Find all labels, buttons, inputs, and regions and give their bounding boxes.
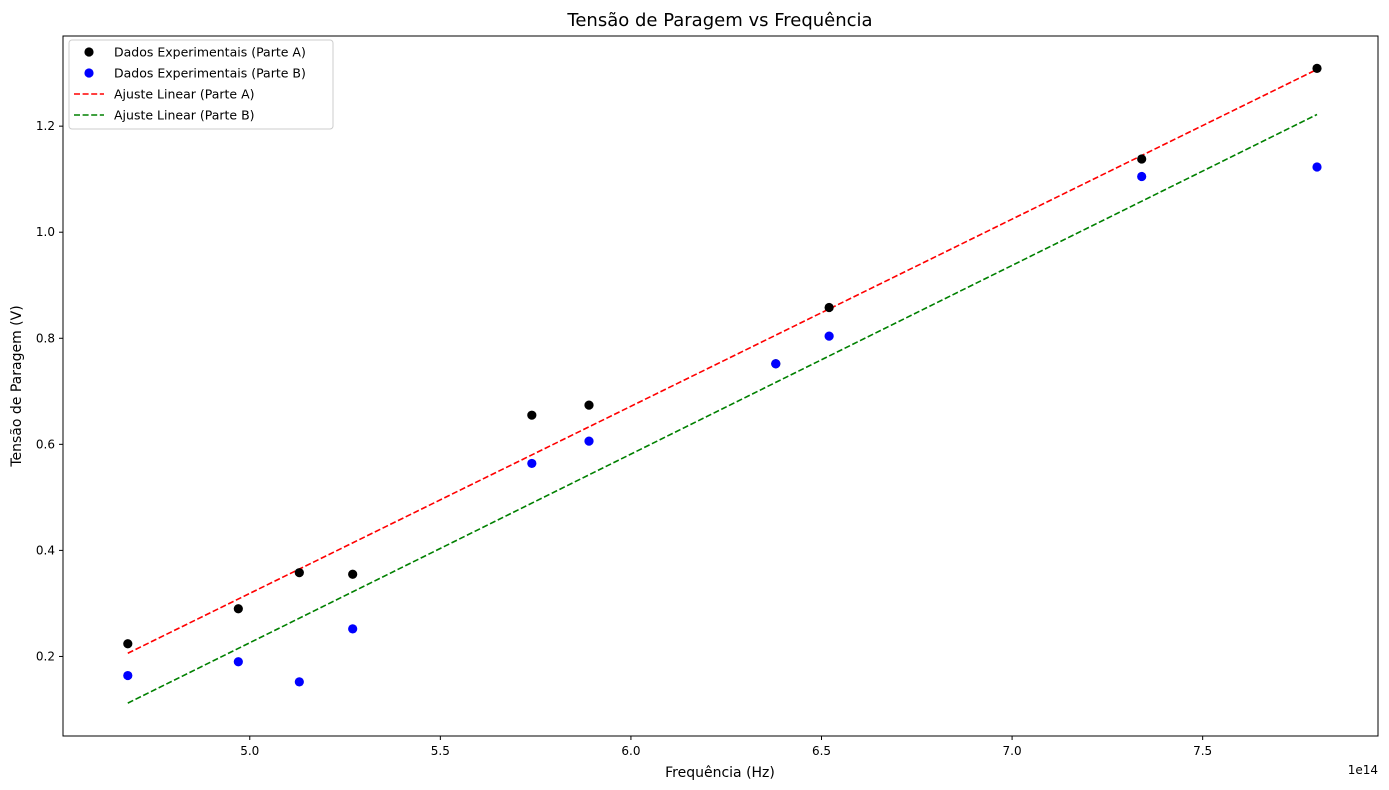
- x-tick-label: 5.5: [431, 744, 450, 758]
- x-tick-label: 7.0: [1003, 744, 1022, 758]
- data-point-s1-2: [294, 677, 304, 687]
- plot-frame: [62, 35, 1379, 737]
- y-axis-label: Tensão de Paragem (V): [9, 305, 25, 467]
- x-axis-label: Frequência (Hz): [665, 765, 775, 781]
- data-point-s0-4: [527, 410, 537, 420]
- data-point-s0-9: [1312, 63, 1322, 73]
- legend-box: [68, 39, 334, 130]
- y-tick-label: 0.6: [36, 437, 55, 451]
- data-point-s0-0: [123, 639, 133, 649]
- data-point-s0-7: [824, 302, 834, 313]
- data-point-s1-7: [824, 331, 834, 341]
- y-tick-label: 1.2: [36, 119, 55, 133]
- data-point-s1-4: [527, 458, 537, 469]
- data-point-s0-2: [294, 568, 304, 578]
- data-point-s0-8: [1137, 154, 1147, 164]
- data-point-s1-9: [1312, 162, 1322, 172]
- data-point-s1-8: [1137, 171, 1147, 182]
- legend: Dados Experimentais (Parte A) Dados Exper…: [68, 39, 334, 130]
- data-point-s1-1: [233, 657, 243, 667]
- x-tick-label: 5.0: [240, 744, 259, 758]
- y-tick-label: 0.4: [36, 543, 55, 557]
- axis-ticks: 5.0 5.5 6.0 6.5 7.0 7.5 0.2 0.4 0.6 0.8 1.0 1.2: [36, 119, 1212, 758]
- data-point-s1-3: [348, 624, 358, 634]
- fit-line-2: [127, 68, 1318, 654]
- data-point-s1-0: [123, 670, 133, 681]
- data-point-s1-5: [584, 436, 594, 446]
- data-point-s1-6: [771, 359, 781, 369]
- chart-title: Tensão de Paragem vs Frequência: [566, 10, 872, 31]
- fit-line-3: [127, 113, 1318, 704]
- legend-marker-0: [84, 47, 94, 57]
- legend-label-1: Dados Experimentais (Parte B): [114, 66, 306, 81]
- x-tick-label: 6.5: [812, 744, 831, 758]
- data-point-s0-5: [584, 400, 594, 410]
- y-tick-label: 0.8: [36, 331, 55, 345]
- data-point-s0-1: [233, 604, 243, 614]
- legend-label-2: Ajuste Linear (Parte A): [114, 87, 255, 102]
- y-tick-label: 1.0: [36, 225, 55, 239]
- x-tick-label: 6.0: [621, 744, 640, 758]
- x-offset-label: 1e14: [1348, 763, 1378, 777]
- data-point-s0-3: [348, 569, 358, 579]
- x-tick-label: 7.5: [1193, 744, 1212, 758]
- legend-label-0: Dados Experimentais (Parte A): [114, 45, 306, 60]
- legend-label-3: Ajuste Linear (Parte B): [114, 108, 255, 123]
- y-tick-label: 0.2: [36, 649, 55, 663]
- plot-area: [123, 63, 1322, 704]
- legend-marker-1: [84, 68, 94, 78]
